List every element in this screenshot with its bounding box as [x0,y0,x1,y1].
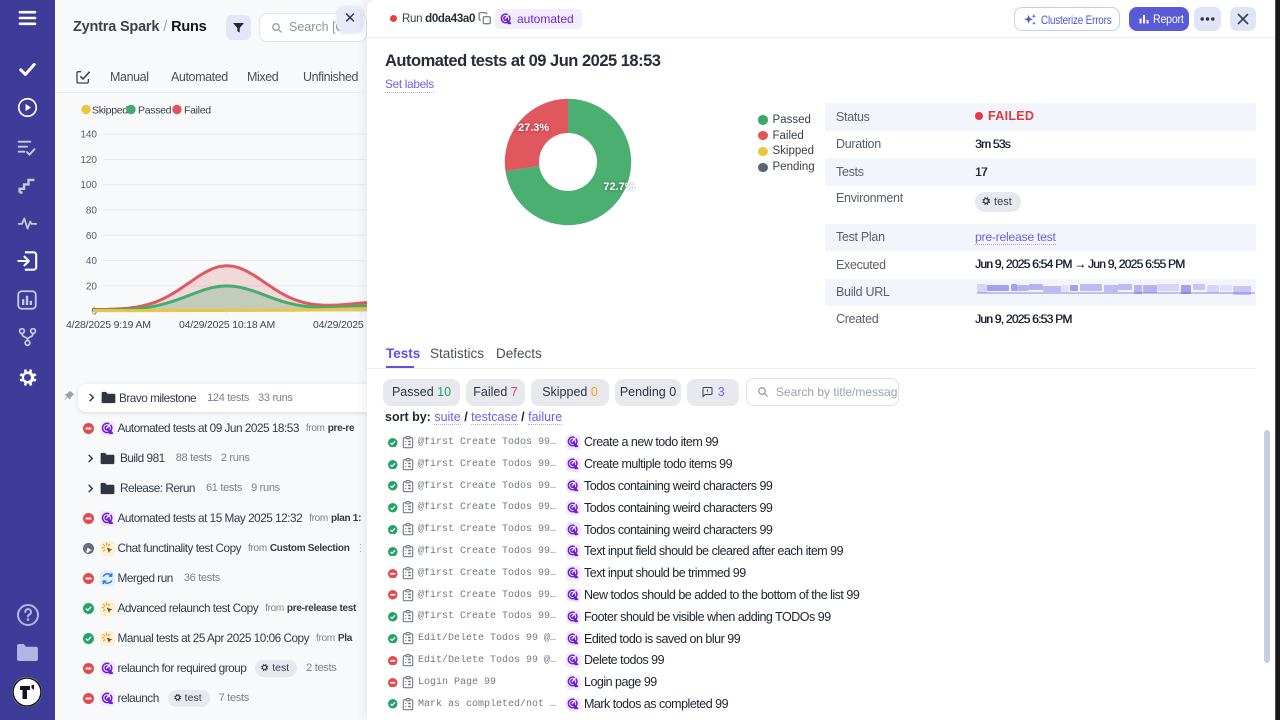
svg-text:80: 80 [86,206,98,217]
svg-text:Skipped: Skipped [92,104,128,116]
svg-text:0: 0 [91,307,97,318]
svg-text:40: 40 [86,256,98,267]
svg-text:120: 120 [80,155,97,166]
svg-text:100: 100 [80,180,97,191]
svg-text:Failed: Failed [184,104,211,116]
svg-text:20: 20 [86,281,98,292]
svg-text:60: 60 [86,231,98,242]
svg-text:72.7%: 72.7% [603,181,634,193]
svg-text:04/29/2025 10:18 AM: 04/29/2025 10:18 AM [179,319,275,331]
svg-text:04/29/2025 10:18 AM: 04/29/2025 10:18 AM [313,319,367,331]
svg-text:27.3%: 27.3% [518,122,549,134]
svg-text:140: 140 [80,130,97,141]
svg-text:Passed: Passed [138,104,172,116]
svg-text:4/28/2025 9:19 AM: 4/28/2025 9:19 AM [66,319,151,331]
